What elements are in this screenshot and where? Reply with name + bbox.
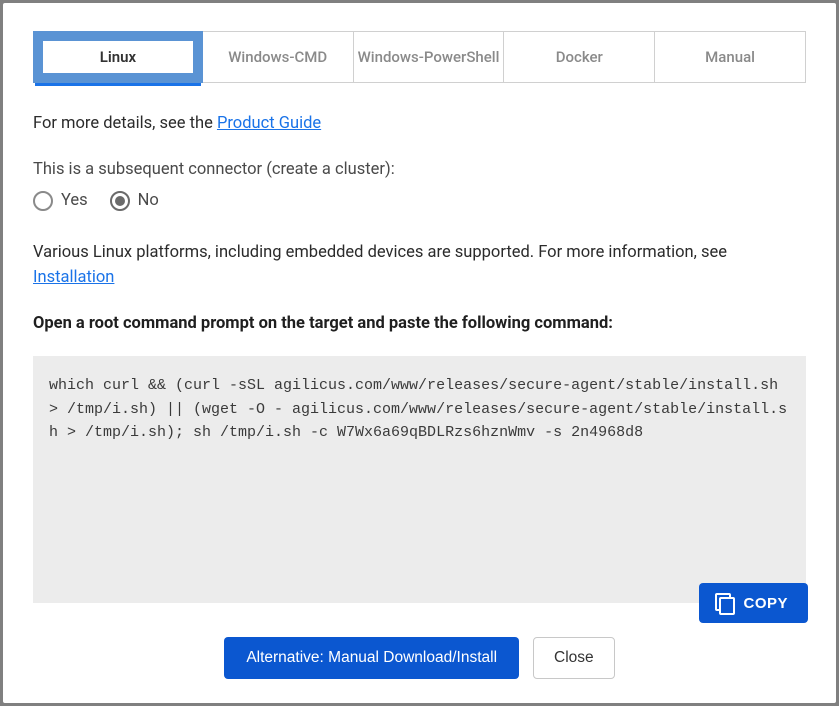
details-prefix: For more details, see the — [33, 114, 217, 133]
tab-windows-powershell[interactable]: Windows-PowerShell — [353, 31, 505, 83]
cluster-radio-group: Yes No — [33, 188, 806, 214]
alternative-download-button[interactable]: Alternative: Manual Download/Install — [224, 637, 519, 679]
radio-no-circle — [110, 191, 130, 211]
radio-yes[interactable]: Yes — [33, 188, 88, 214]
radio-no-label: No — [138, 188, 159, 214]
tab-manual[interactable]: Manual — [654, 31, 806, 83]
radio-no[interactable]: No — [110, 188, 159, 214]
installation-link[interactable]: Installation — [33, 268, 114, 287]
code-block-wrapper: which curl && (curl -sSL agilicus.com/ww… — [33, 356, 806, 603]
details-line: For more details, see the Product Guide — [33, 111, 806, 137]
copy-icon — [715, 593, 733, 613]
cluster-question: This is a subsequent connector (create a… — [33, 157, 806, 183]
platforms-line: Various Linux platforms, including embed… — [33, 240, 806, 291]
platforms-prefix: Various Linux platforms, including embed… — [33, 243, 727, 262]
content-area: For more details, see the Product Guide … — [33, 111, 806, 679]
radio-yes-label: Yes — [61, 188, 88, 214]
tab-docker[interactable]: Docker — [503, 31, 655, 83]
install-dialog: Linux Windows-CMD Windows-PowerShell Doc… — [3, 3, 836, 703]
copy-label: COPY — [743, 595, 788, 612]
close-button[interactable]: Close — [533, 637, 615, 679]
instruction-heading: Open a root command prompt on the target… — [33, 311, 806, 337]
tab-linux[interactable]: Linux — [33, 31, 203, 83]
tab-windows-cmd[interactable]: Windows-CMD — [202, 31, 354, 83]
radio-yes-circle — [33, 191, 53, 211]
tabs-container: Linux Windows-CMD Windows-PowerShell Doc… — [33, 31, 806, 83]
copy-button[interactable]: COPY — [699, 583, 808, 623]
product-guide-link[interactable]: Product Guide — [217, 114, 321, 133]
install-command[interactable]: which curl && (curl -sSL agilicus.com/ww… — [33, 356, 806, 603]
dialog-footer: Alternative: Manual Download/Install Clo… — [33, 637, 806, 679]
